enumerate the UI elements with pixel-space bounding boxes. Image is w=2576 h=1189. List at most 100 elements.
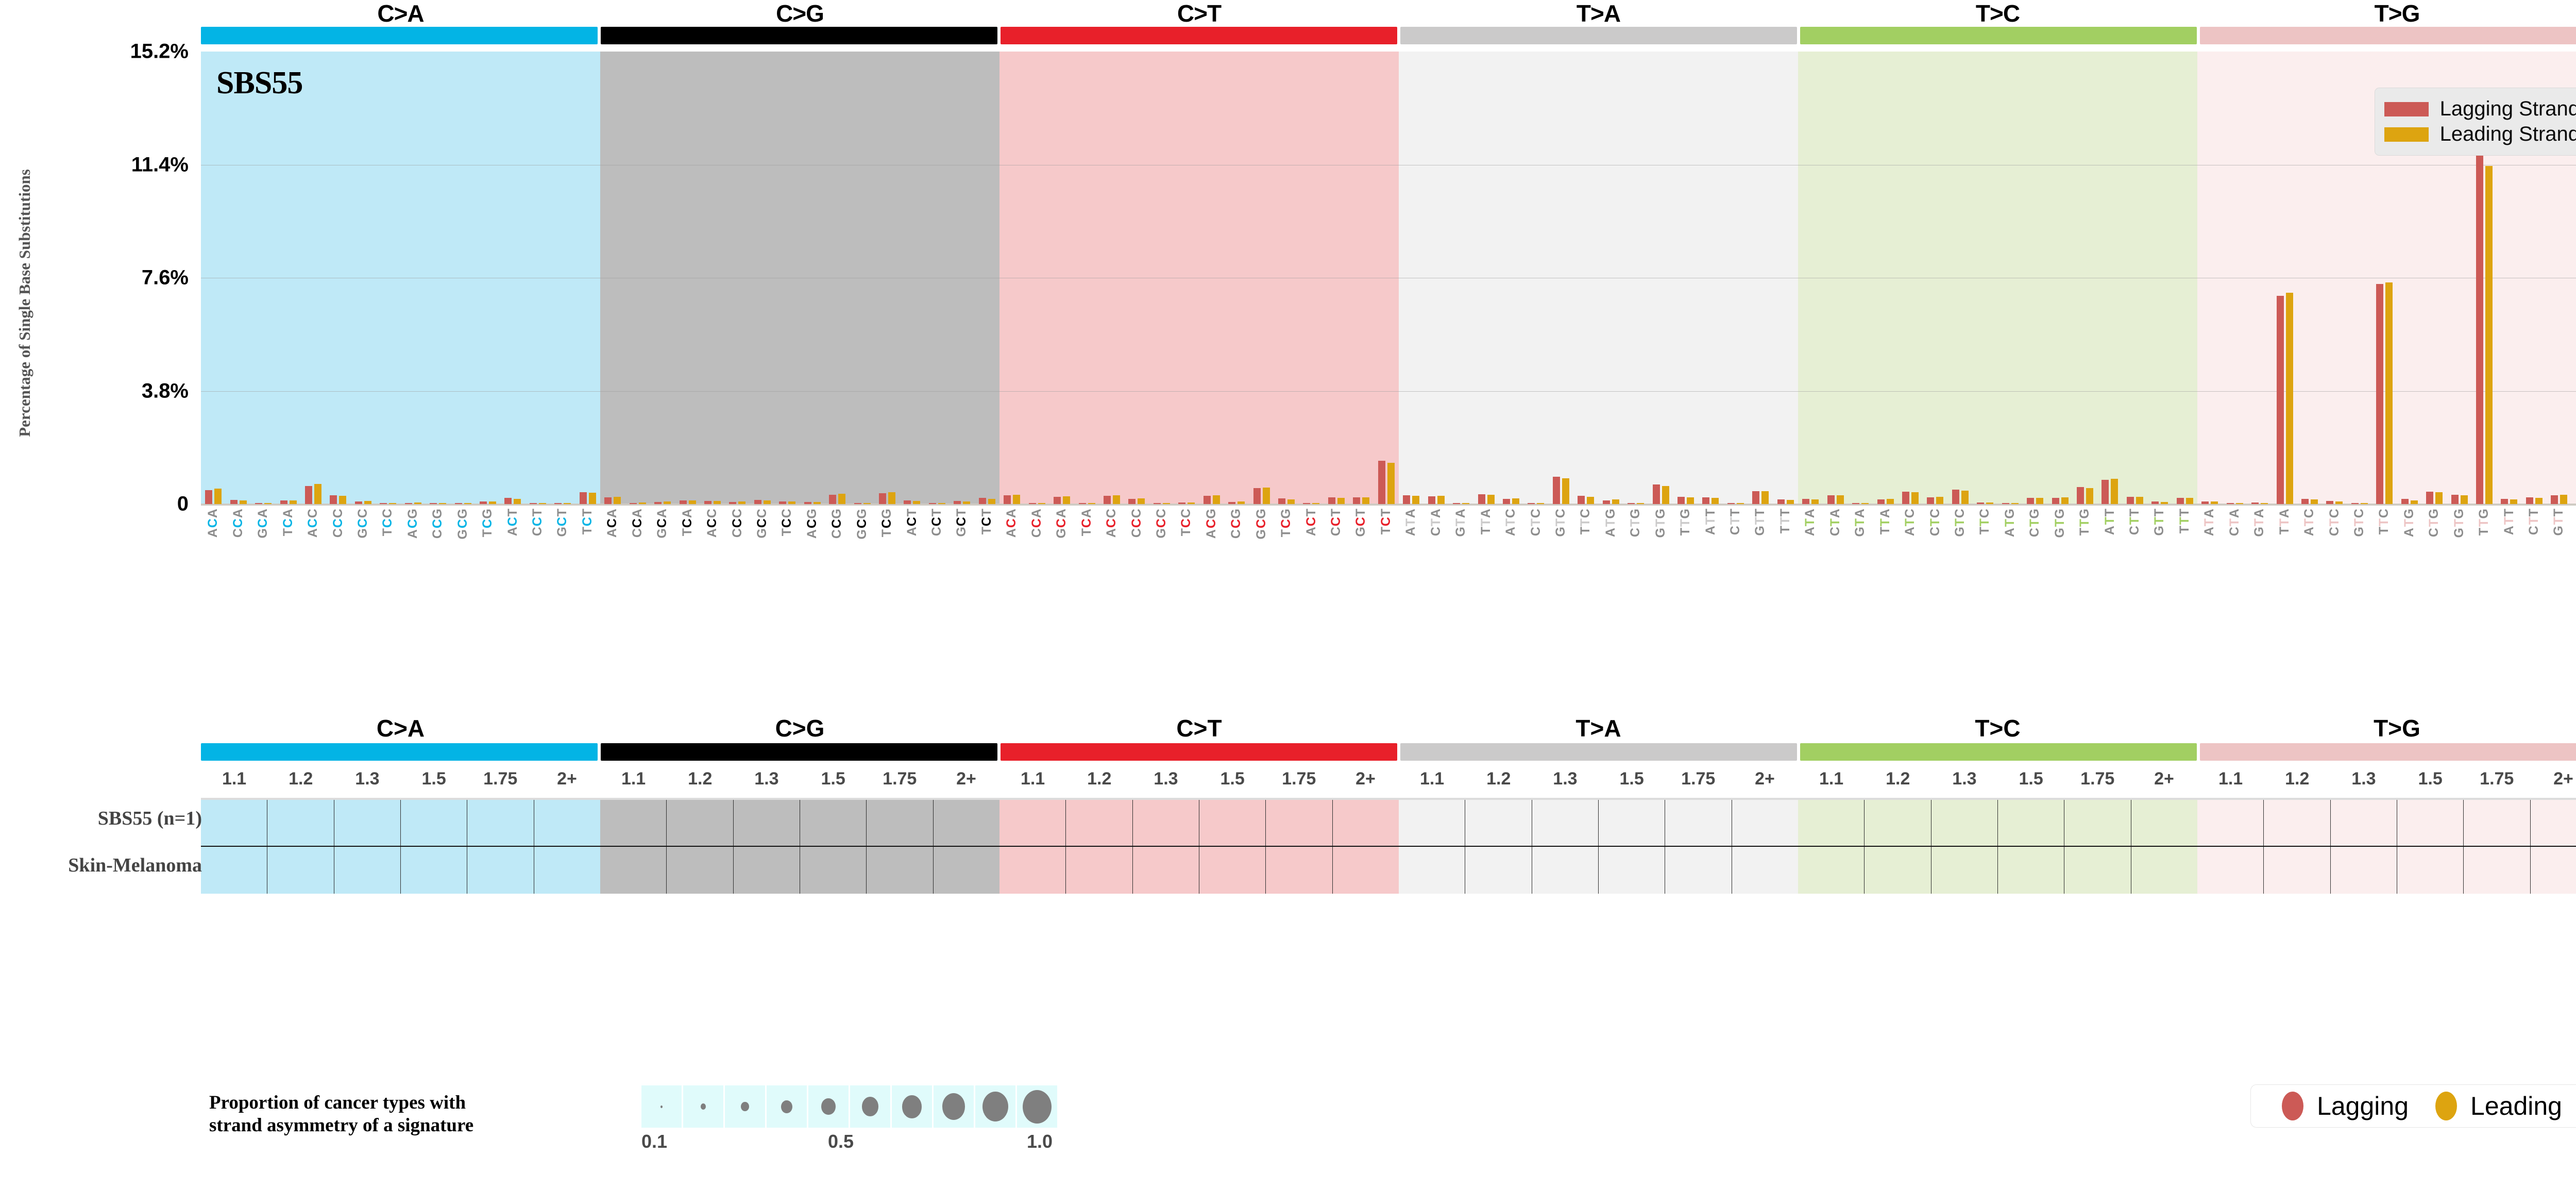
heatmap-cell[interactable]: [2264, 847, 2331, 894]
bar-leading: [888, 492, 896, 504]
heatmap-cell[interactable]: [1133, 847, 1199, 894]
bar-lagging: [1253, 488, 1261, 504]
heatmap-cell[interactable]: [600, 800, 667, 846]
heatmap-cell[interactable]: [1199, 847, 1266, 894]
heatmap-cell[interactable]: [734, 847, 800, 894]
heatmap-cell[interactable]: [800, 847, 867, 894]
heatmap-cell[interactable]: [2264, 800, 2331, 846]
heatmap-cell[interactable]: [1066, 847, 1133, 894]
heatmap-cell[interactable]: [2331, 800, 2397, 846]
x-label-mutated-base: C: [1029, 518, 1044, 528]
heatmap-cell[interactable]: [1266, 800, 1333, 846]
x-label-base5: A: [1004, 508, 1019, 518]
x-label-mutated-base: T: [1728, 516, 1743, 525]
heatmap-cell[interactable]: [467, 847, 534, 894]
heatmap-cell[interactable]: [934, 847, 999, 894]
heatmap-cell[interactable]: [1931, 800, 1998, 846]
heatmap-cell[interactable]: [1665, 847, 1732, 894]
heatmap-cell[interactable]: [1998, 800, 2065, 846]
heatmap-cell[interactable]: [267, 800, 334, 846]
heatmap-cell[interactable]: [2464, 847, 2531, 894]
heatmap-cell[interactable]: [1798, 800, 1865, 846]
heatmap-cell[interactable]: [1732, 847, 1798, 894]
heatmap-cell[interactable]: [334, 800, 401, 846]
heatmap-cell[interactable]: [2131, 847, 2197, 894]
heatmap-cell[interactable]: [1532, 847, 1599, 894]
bar-lagging: [679, 500, 687, 504]
heatmap-cell[interactable]: [667, 847, 734, 894]
heatmap-cell[interactable]: [999, 800, 1066, 846]
x-label-base3: G: [754, 528, 769, 539]
heatmap-cell[interactable]: [1998, 847, 2065, 894]
heatmap-cell[interactable]: [2531, 847, 2576, 894]
bar-group: [2497, 52, 2521, 504]
heatmap-cell[interactable]: [2397, 847, 2464, 894]
heatmap-cell[interactable]: [1266, 847, 1333, 894]
heatmap-cell[interactable]: [934, 800, 999, 846]
x-label-base5: A: [206, 508, 221, 518]
heatmap-colorbar-t-to-a: [1400, 743, 1797, 761]
heatmap-cell[interactable]: [2531, 800, 2576, 846]
heatmap-cell[interactable]: [401, 847, 468, 894]
heatmap-cell[interactable]: [1798, 847, 1865, 894]
heatmap-cell[interactable]: [1865, 800, 1931, 846]
heatmap-cell[interactable]: [867, 800, 934, 846]
heatmap-cell[interactable]: [1732, 800, 1798, 846]
heatmap-cell[interactable]: [201, 800, 268, 846]
heatmap-cell[interactable]: [2131, 800, 2197, 846]
heatmap-cell[interactable]: [867, 847, 934, 894]
heatmap-cell[interactable]: [2064, 800, 2131, 846]
heatmap-cell[interactable]: [1199, 800, 1266, 846]
heatmap-header-block: 1.1 1.2 1.3 1.5 1.75 2+: [999, 766, 1399, 795]
heatmap-cell[interactable]: [600, 847, 667, 894]
heatmap-cell[interactable]: [1399, 847, 1466, 894]
x-label-base3: A: [2302, 526, 2317, 537]
bar-leading: [2385, 282, 2393, 504]
heatmap-cell[interactable]: [467, 800, 534, 846]
bar-lagging: [1004, 495, 1011, 504]
proportion-scale-cell-6: [850, 1085, 892, 1128]
heatmap-cell[interactable]: [1465, 847, 1532, 894]
heatmap-block-c-to-g: [600, 800, 999, 846]
heatmap-cell[interactable]: [2397, 800, 2464, 846]
heatmap-cell[interactable]: [1465, 800, 1532, 846]
heatmap-cell[interactable]: [534, 800, 600, 846]
bar-lagging: [1528, 503, 1535, 504]
heatmap-cell[interactable]: [999, 847, 1066, 894]
heatmap-cell[interactable]: [1333, 847, 1399, 894]
heatmap-cell[interactable]: [401, 800, 468, 846]
x-label-base5: G: [2427, 508, 2442, 519]
x-label-base3: A: [2102, 525, 2117, 535]
heatmap-cell[interactable]: [1865, 847, 1931, 894]
heatmap-cell[interactable]: [2197, 847, 2264, 894]
heatmap-cell[interactable]: [267, 847, 334, 894]
heatmap-cell[interactable]: [1399, 800, 1466, 846]
heatmap-cell[interactable]: [534, 847, 600, 894]
heatmap-cell[interactable]: [334, 847, 401, 894]
heatmap-cell[interactable]: [800, 800, 867, 846]
heatmap-cell[interactable]: [2331, 847, 2397, 894]
heatmap-cell[interactable]: [667, 800, 734, 846]
bar-leading: [1637, 503, 1645, 504]
heatmap-cell[interactable]: [1333, 800, 1399, 846]
x-label-base3: T: [1977, 526, 1992, 535]
proportion-size-scale: [641, 1085, 1059, 1128]
heatmap-cell[interactable]: [2197, 800, 2264, 846]
heatmap-cell[interactable]: [201, 847, 268, 894]
heatmap-cell[interactable]: [1532, 800, 1599, 846]
heatmap-cell[interactable]: [734, 800, 800, 846]
heatmap-cell[interactable]: [1665, 800, 1732, 846]
heatmap-cell[interactable]: [1599, 847, 1666, 894]
heatmap-cell[interactable]: [1931, 847, 1998, 894]
bar-leading: [588, 493, 596, 504]
x-axis-baseline: [201, 504, 2576, 506]
heatmap-cell[interactable]: [2064, 847, 2131, 894]
heatmap-cell[interactable]: [1133, 800, 1199, 846]
heatmap-column-header-1-2: 1.2: [688, 769, 713, 789]
heatmap-cell[interactable]: [2464, 800, 2531, 846]
heatmap-cell[interactable]: [1599, 800, 1666, 846]
heatmap-cell[interactable]: [1066, 800, 1133, 846]
bar-leading: [688, 500, 696, 504]
